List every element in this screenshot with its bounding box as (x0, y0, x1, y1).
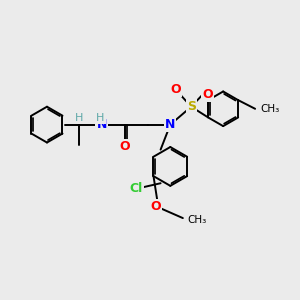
Text: S: S (187, 100, 196, 113)
Text: H: H (96, 113, 105, 123)
Text: CH₃: CH₃ (187, 215, 207, 226)
Text: N: N (165, 118, 175, 131)
Text: Cl: Cl (130, 182, 143, 195)
Text: CH₃: CH₃ (260, 104, 280, 114)
Text: O: O (170, 83, 181, 96)
Text: O: O (202, 88, 213, 101)
Text: O: O (119, 140, 130, 153)
Text: H: H (75, 113, 84, 123)
Text: N: N (96, 118, 107, 131)
Text: O: O (150, 200, 161, 213)
